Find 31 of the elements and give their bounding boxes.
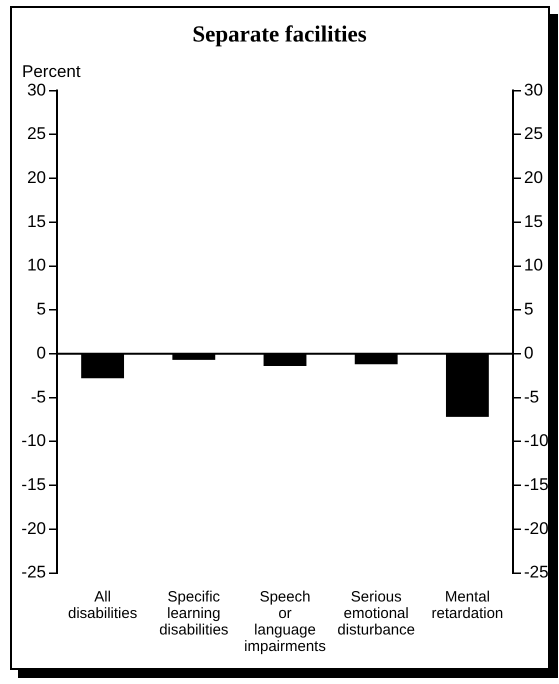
y-tick-label: 25: [27, 124, 46, 144]
y-tick-label: -5: [30, 387, 46, 406]
y-axis-title: Percent: [22, 62, 81, 81]
y-tick-label: 20: [27, 168, 46, 187]
y2-tick-label: 15: [524, 212, 543, 231]
y-tick-label: 5: [36, 300, 46, 319]
y2-tick-label: 30: [524, 80, 543, 100]
y-tick-label: 30: [27, 80, 46, 100]
y2-tick-label: -5: [524, 387, 540, 406]
y-tick-label: 0: [36, 343, 46, 362]
chart-title: Separate facilities: [192, 22, 367, 47]
y2-tick-label: 25: [524, 124, 543, 144]
y2-tick-label: 5: [524, 300, 534, 319]
y2-tick-label: -25: [524, 562, 549, 582]
y2-tick-label: -20: [524, 518, 549, 538]
y2-tick-label: -15: [524, 474, 549, 494]
y2-tick-label: 0: [524, 343, 534, 362]
x-tick-label: Serious emotional disturbance: [337, 588, 415, 638]
x-tick-label: Mental retardation: [432, 588, 504, 622]
y2-tick-label: -10: [524, 431, 549, 450]
x-tick-label: Specific learning disabilities: [159, 588, 228, 638]
y-tick-label: 15: [27, 212, 46, 231]
y-tick-label: 10: [27, 256, 46, 275]
y2-tick-label: 10: [524, 256, 543, 275]
y-tick-label: -10: [21, 431, 46, 450]
x-tick-label: Speech or language impairments: [244, 588, 326, 655]
y-tick-label: -25: [21, 562, 46, 582]
y-tick-label: -15: [21, 474, 46, 494]
y-tick-label: -20: [21, 518, 46, 538]
x-tick-label: All disabilities: [68, 588, 138, 622]
y2-tick-label: 20: [524, 168, 543, 187]
